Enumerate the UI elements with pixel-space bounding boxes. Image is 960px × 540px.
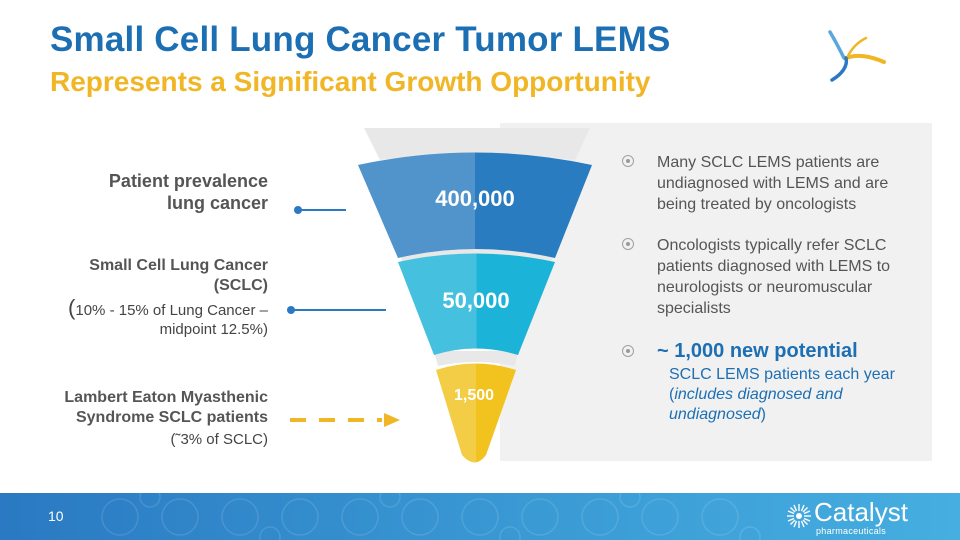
bullet-item: Many SCLC LEMS patients are undiagnosed … bbox=[622, 152, 922, 215]
highlight-body: SCLC LEMS patients each year (includes d… bbox=[669, 366, 895, 423]
funnel-label-50000: 50,000 bbox=[442, 288, 509, 313]
lems-label: Lambert Eaton Myasthenic Syndrome SCLC p… bbox=[64, 389, 268, 426]
sunburst-logo-icon bbox=[787, 504, 811, 528]
brand-tagline: pharmaceuticals bbox=[816, 526, 887, 536]
bullet-circle-icon bbox=[622, 155, 634, 167]
bullet-item: Oncologists typically refer SCLC patient… bbox=[622, 235, 922, 319]
footer-pattern bbox=[101, 493, 761, 540]
connector-lems-arrow bbox=[384, 413, 400, 427]
lems-note: (˜3% of SCLC) bbox=[170, 431, 268, 448]
highlight-head: ~ 1,000 new potential bbox=[657, 340, 858, 362]
lung-cancer-label: Patient prevalence lung cancer bbox=[108, 171, 268, 213]
connector-dot-lung-cancer bbox=[294, 206, 302, 214]
bullet-circle-icon bbox=[622, 345, 634, 357]
footer-bar: 10 Catalyst pharmaceuticals bbox=[0, 493, 960, 540]
sclc-note: (10% - 15% of Lung Cancer – midpoint 12.… bbox=[68, 295, 268, 339]
slide-subtitle: Represents a Significant Growth Opportun… bbox=[50, 66, 651, 97]
funnel-label-400000: 400,000 bbox=[435, 186, 515, 211]
highlight-bullet: ~ 1,000 new potential bbox=[622, 339, 922, 363]
funnel-rim-bottom bbox=[434, 351, 518, 366]
catalyst-brand: Catalyst pharmaceuticals bbox=[786, 497, 946, 537]
bullet-list: Many SCLC LEMS patients are undiagnosed … bbox=[622, 152, 922, 425]
page-number: 10 bbox=[48, 508, 64, 524]
bullet-circle-icon bbox=[622, 238, 634, 250]
connector-dot-sclc bbox=[287, 306, 295, 314]
sclc-label: Small Cell Lung Cancer (SCLC) bbox=[89, 257, 268, 294]
funnel-label-1500: 1,500 bbox=[454, 387, 494, 404]
slide-title: Small Cell Lung Cancer Tumor LEMS bbox=[50, 20, 671, 59]
brand-name: Catalyst bbox=[814, 497, 908, 527]
funnel-rim-top bbox=[364, 128, 590, 160]
catalyst-mark-icon bbox=[828, 30, 886, 82]
